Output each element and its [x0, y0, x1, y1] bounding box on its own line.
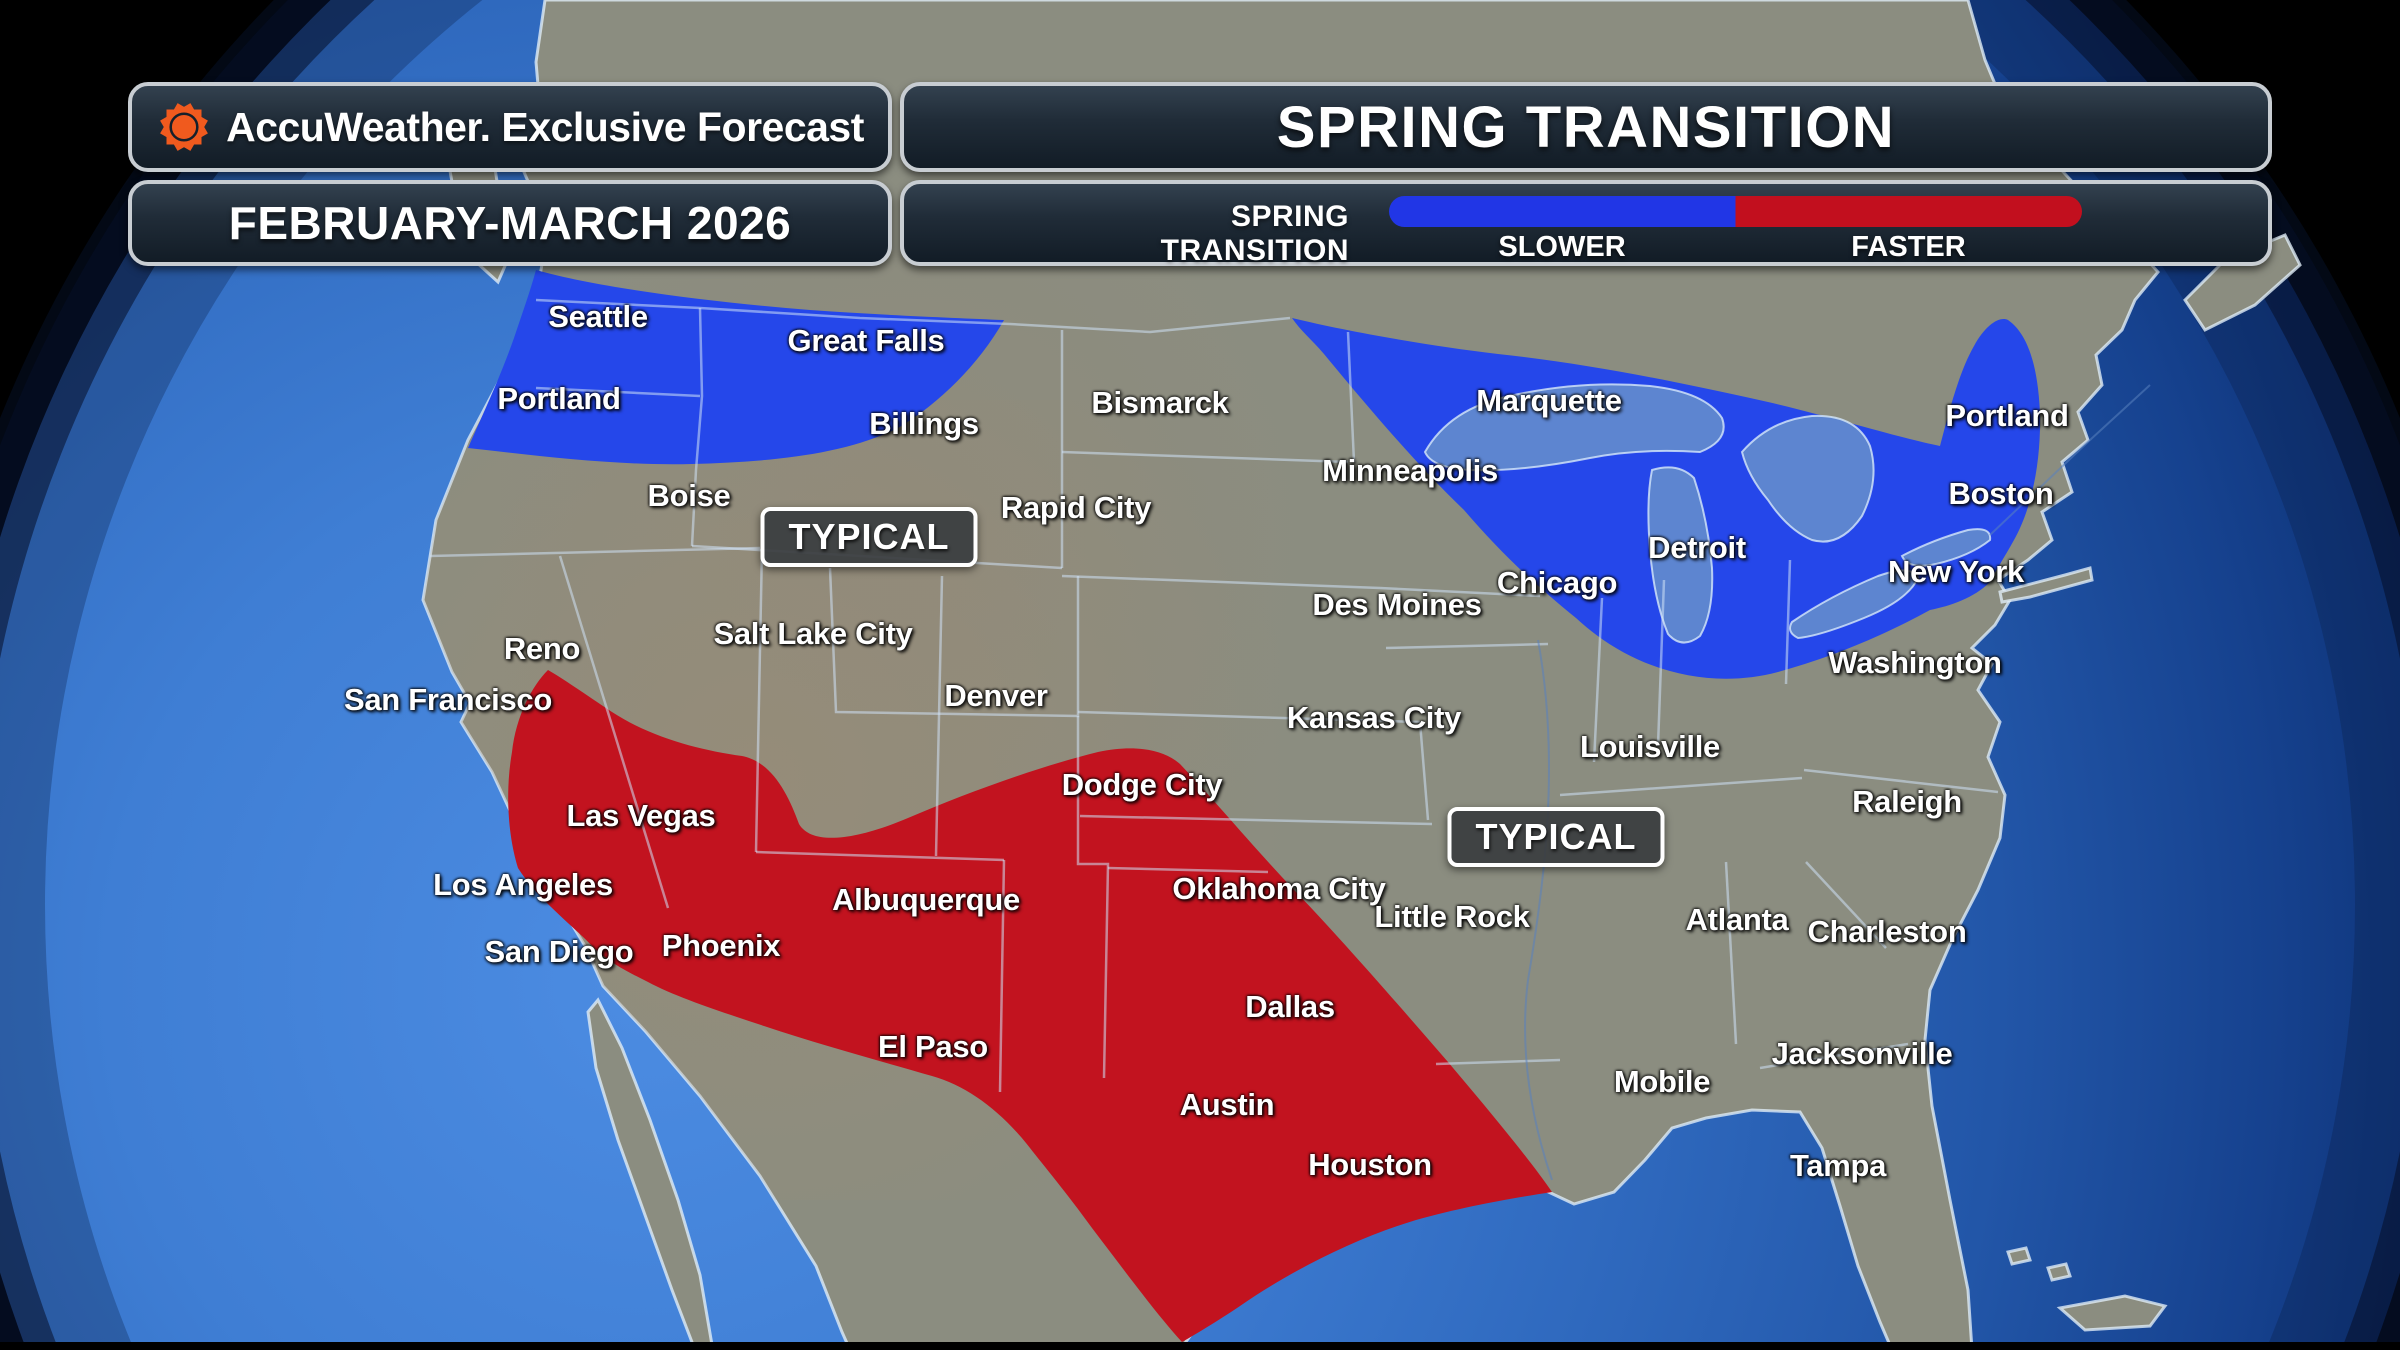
bottom-strip: [0, 1342, 2400, 1350]
legend-title: SPRING TRANSITION: [1160, 200, 1349, 267]
brand-name: AccuWeather.: [226, 103, 491, 150]
state-borders: [429, 298, 2151, 1181]
legend-gradient-bar: [1389, 196, 2082, 227]
st-lawrence-river: [1989, 384, 2151, 536]
date-panel: FEBRUARY-MARCH 2026: [128, 180, 892, 266]
brand-suffix: Exclusive Forecast: [501, 103, 864, 150]
land-bahamas: [2006, 1246, 2072, 1282]
page-title: SPRING TRANSITION: [1276, 94, 1896, 160]
legend-slower-label: SLOWER: [1498, 231, 1626, 263]
legend-panel: SPRING TRANSITION SLOWER FASTER: [900, 180, 2272, 267]
lake-superior: [1423, 383, 1725, 472]
legend-faster-label: FASTER: [1851, 231, 1966, 263]
date-range-label: FEBRUARY-MARCH 2026: [228, 197, 792, 249]
mississippi-river: [1524, 639, 1553, 1181]
lake-erie: [1789, 569, 1920, 640]
title-panel: SPRING TRANSITION: [900, 82, 2272, 172]
brand-panel: AccuWeather. Exclusive Forecast: [128, 82, 892, 172]
great-lakes: [1423, 383, 1992, 644]
land-long-island: [1998, 566, 2094, 604]
accuweather-sun-icon: [160, 103, 208, 151]
lake-huron: [1740, 414, 1875, 543]
land-baja-peninsula: [586, 997, 714, 1350]
region-faster-southwest-southern-plains: [508, 670, 1552, 1342]
lake-ontario: [1900, 528, 1992, 567]
brand-title: AccuWeather. Exclusive Forecast: [226, 104, 864, 151]
land-cuba: [2056, 1294, 2168, 1332]
